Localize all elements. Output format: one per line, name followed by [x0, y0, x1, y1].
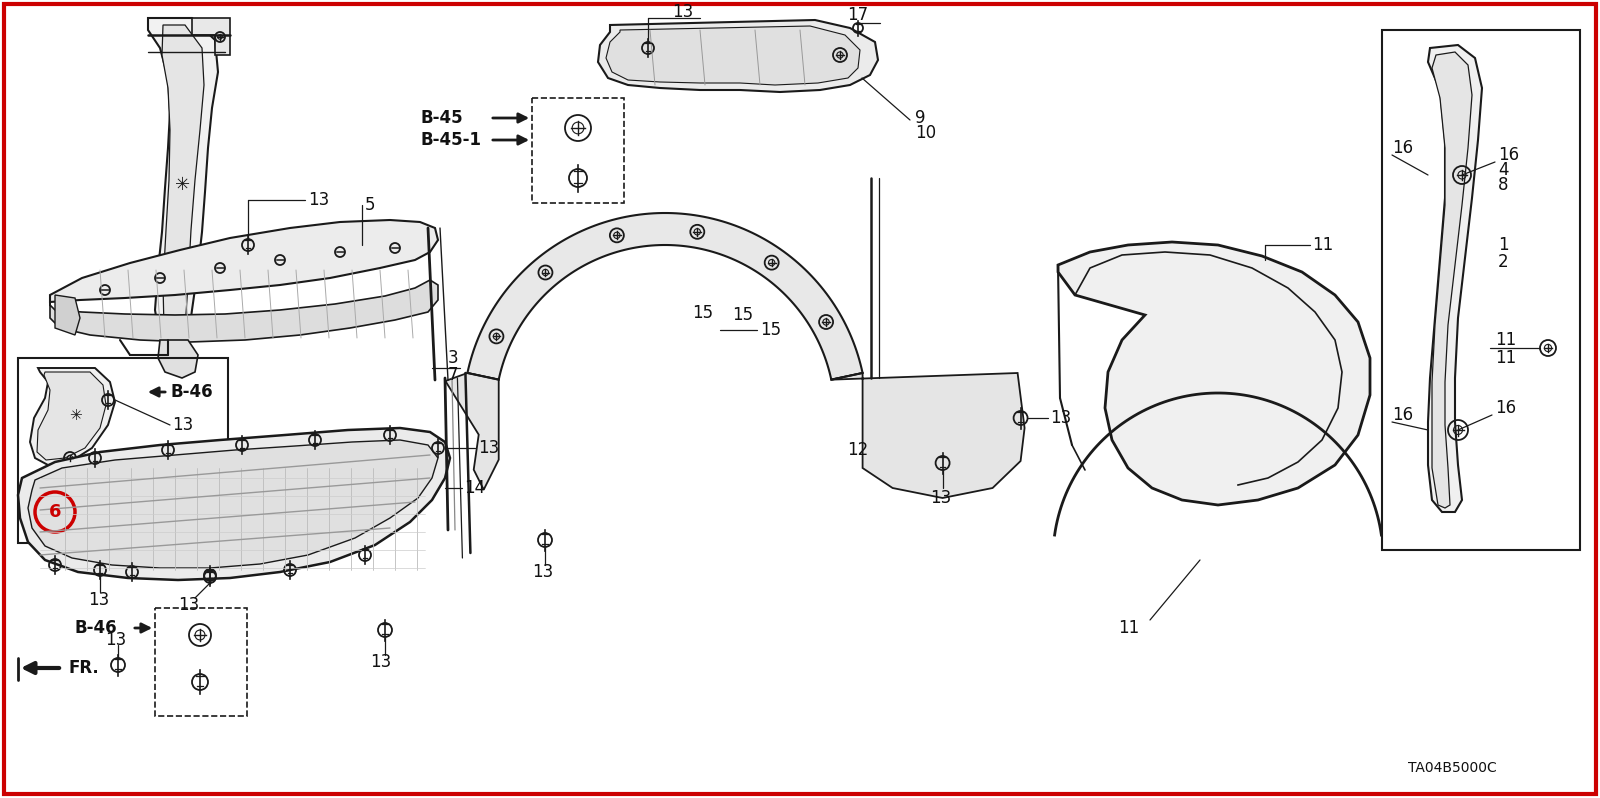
- Polygon shape: [467, 213, 862, 380]
- Polygon shape: [192, 18, 230, 55]
- Text: 11: 11: [1118, 619, 1139, 637]
- Text: 6: 6: [48, 503, 61, 521]
- Text: 5: 5: [365, 196, 376, 214]
- Text: 15: 15: [693, 304, 714, 322]
- Text: 16: 16: [1392, 406, 1413, 424]
- Polygon shape: [18, 428, 450, 580]
- Text: 13: 13: [478, 439, 499, 457]
- Polygon shape: [158, 340, 198, 378]
- Text: 8: 8: [1498, 176, 1509, 194]
- Polygon shape: [50, 280, 438, 342]
- Polygon shape: [30, 368, 115, 465]
- Text: 13: 13: [370, 653, 392, 671]
- Text: 16: 16: [1392, 139, 1413, 157]
- Text: FR.: FR.: [67, 659, 99, 677]
- Polygon shape: [1058, 242, 1370, 505]
- Polygon shape: [29, 440, 438, 568]
- Text: 11: 11: [1494, 331, 1517, 349]
- Text: B-46: B-46: [170, 383, 213, 401]
- Text: 13: 13: [531, 563, 554, 581]
- Text: 1: 1: [1498, 236, 1509, 254]
- Polygon shape: [50, 220, 438, 302]
- Text: 4: 4: [1498, 161, 1509, 179]
- Polygon shape: [54, 295, 80, 335]
- Text: 13: 13: [106, 631, 126, 649]
- Text: ✳: ✳: [69, 408, 82, 422]
- Polygon shape: [1432, 52, 1472, 508]
- Text: 3: 3: [448, 349, 459, 367]
- Text: 16: 16: [1494, 399, 1517, 417]
- Polygon shape: [598, 20, 878, 92]
- Bar: [18, 358, 229, 543]
- Bar: [1382, 30, 1581, 550]
- Polygon shape: [445, 373, 499, 490]
- Text: 11: 11: [1312, 236, 1333, 254]
- Text: 9: 9: [915, 109, 925, 127]
- Polygon shape: [832, 373, 1024, 498]
- Text: 7: 7: [448, 366, 459, 384]
- Text: 13: 13: [88, 591, 109, 609]
- Text: TA04B5000C: TA04B5000C: [1408, 761, 1496, 775]
- Text: 10: 10: [915, 124, 936, 142]
- Text: 17: 17: [848, 6, 869, 24]
- Text: 15: 15: [760, 322, 781, 339]
- Text: 12: 12: [846, 441, 869, 459]
- Text: 13: 13: [307, 191, 330, 209]
- Bar: [155, 608, 246, 716]
- Bar: [531, 98, 624, 203]
- Polygon shape: [162, 25, 205, 338]
- Text: 13: 13: [1051, 409, 1072, 427]
- Polygon shape: [1429, 45, 1482, 512]
- Text: 16: 16: [1498, 146, 1518, 164]
- Text: 13: 13: [173, 416, 194, 434]
- Text: 13: 13: [178, 596, 200, 614]
- Text: 11: 11: [1494, 349, 1517, 367]
- Text: 14: 14: [464, 479, 485, 497]
- Text: B-45-1: B-45-1: [419, 131, 482, 149]
- Polygon shape: [606, 26, 861, 85]
- Text: 15: 15: [733, 306, 754, 324]
- Text: 2: 2: [1498, 253, 1509, 271]
- Polygon shape: [37, 372, 106, 460]
- Text: 13: 13: [672, 3, 693, 21]
- Text: B-45: B-45: [419, 109, 462, 127]
- Text: ✳: ✳: [176, 176, 190, 194]
- Text: B-46: B-46: [75, 619, 118, 637]
- Text: 13: 13: [931, 489, 952, 507]
- Polygon shape: [147, 18, 218, 348]
